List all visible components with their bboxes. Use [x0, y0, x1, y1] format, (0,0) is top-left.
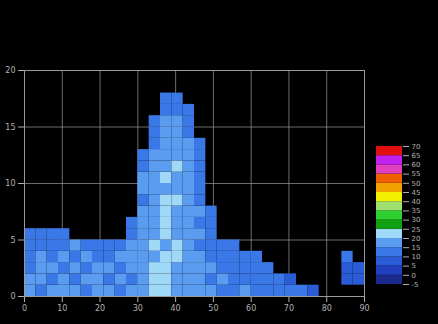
svg-text:40: 40 — [412, 198, 421, 206]
svg-text:15: 15 — [412, 244, 421, 252]
svg-text:20: 20 — [5, 66, 15, 75]
svg-text:30: 30 — [133, 304, 143, 313]
svg-text:25: 25 — [412, 226, 421, 234]
svg-text:15: 15 — [5, 123, 15, 132]
svg-text:40: 40 — [171, 304, 181, 313]
svg-text:90: 90 — [359, 304, 369, 313]
svg-text:55: 55 — [412, 170, 421, 178]
svg-text:5: 5 — [412, 262, 416, 270]
svg-text:30: 30 — [412, 216, 421, 224]
svg-text:60: 60 — [412, 161, 421, 169]
svg-text:80: 80 — [322, 304, 332, 313]
svg-text:0: 0 — [10, 292, 15, 301]
svg-text:70: 70 — [412, 143, 421, 151]
svg-text:20: 20 — [412, 235, 421, 243]
svg-text:10: 10 — [412, 253, 421, 261]
svg-text:65: 65 — [412, 152, 421, 160]
svg-text:50: 50 — [208, 304, 218, 313]
svg-text:10: 10 — [5, 179, 15, 188]
svg-text:5: 5 — [10, 236, 15, 245]
svg-text:10: 10 — [57, 304, 67, 313]
svg-text:35: 35 — [412, 207, 421, 215]
svg-text:0: 0 — [22, 304, 27, 313]
svg-text:20: 20 — [95, 304, 105, 313]
svg-text:45: 45 — [412, 189, 421, 197]
svg-text:70: 70 — [284, 304, 294, 313]
svg-text:60: 60 — [246, 304, 256, 313]
svg-text:50: 50 — [412, 180, 421, 188]
svg-text:0: 0 — [412, 272, 416, 280]
svg-text:-5: -5 — [412, 281, 419, 289]
